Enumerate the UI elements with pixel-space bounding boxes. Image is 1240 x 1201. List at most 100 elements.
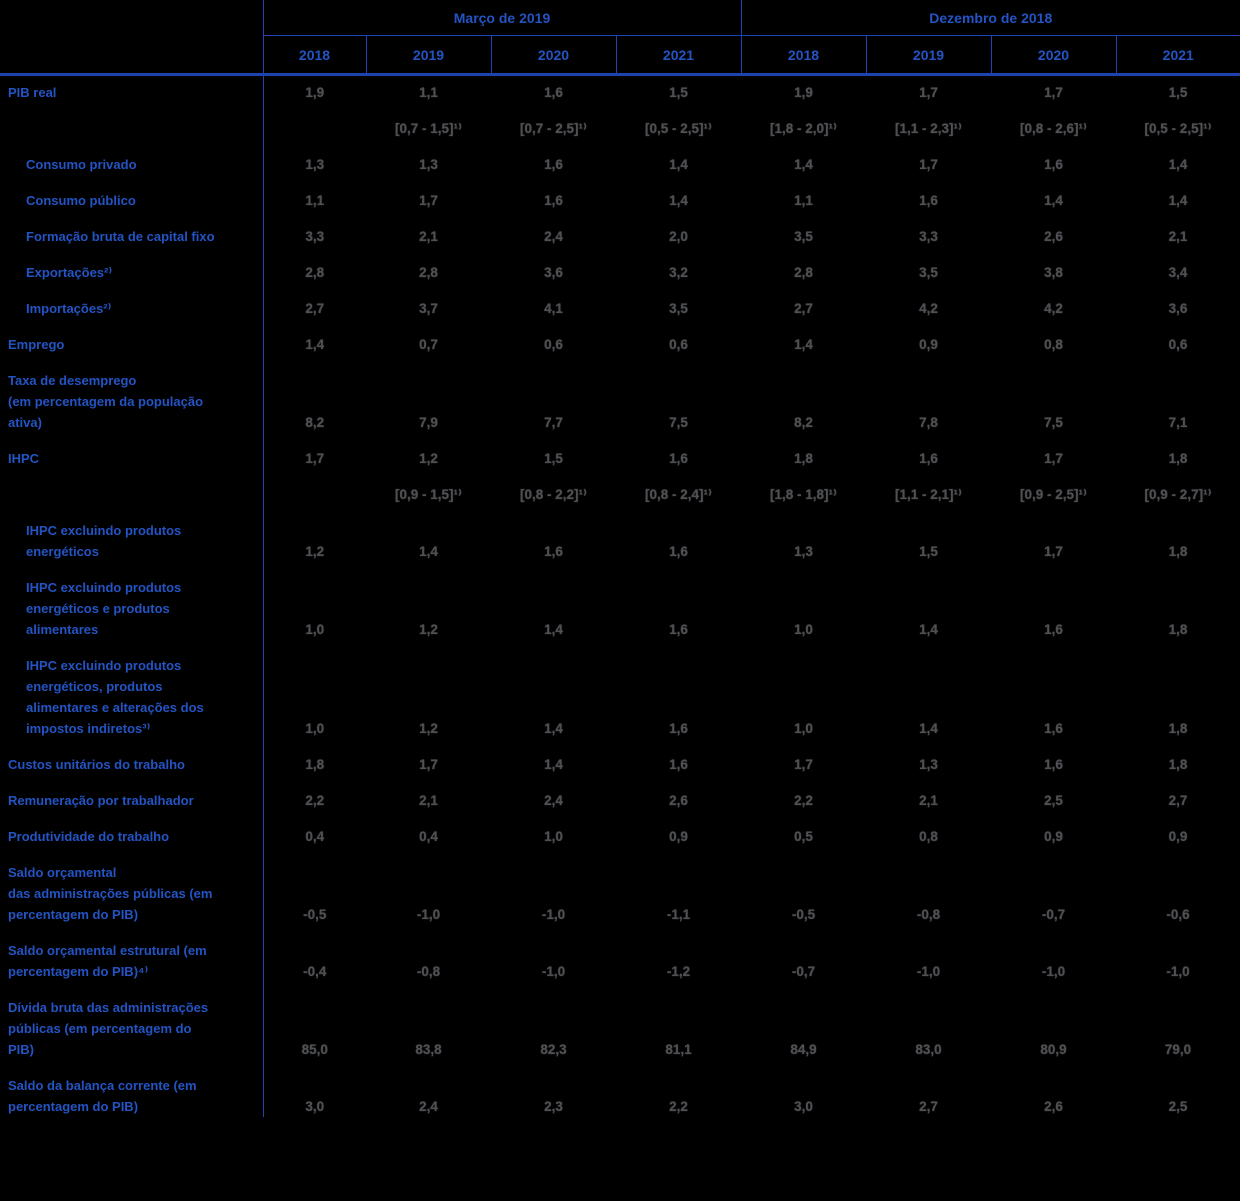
value-cell: 0,9 [1044, 829, 1063, 844]
value-cell: 82,3 [540, 1042, 567, 1057]
table-body: PIB real 1,9 1,1 1,6 1,5 1,9 1,7 1,7 1,5 [0,7 - 1… [0, 74, 1240, 1117]
value-cell: -1,1 [666, 907, 691, 922]
range-cell: [0,8 - 2,2]¹⁾ [520, 487, 587, 502]
value-cell: 1,7 [919, 85, 938, 100]
value-cell: 1,0 [305, 721, 325, 736]
projections-table: Março de 2019 Dezembro de 2018 2018 2019 2… [0, 0, 1240, 1117]
value-cell: -0,7 [791, 964, 816, 979]
value-cell: 0,7 [419, 337, 438, 352]
value-cell: 1,4 [669, 157, 688, 172]
value-cell: 7,7 [544, 415, 563, 430]
value-cell: 1,5 [544, 451, 563, 466]
value-cell: 4,2 [1044, 301, 1063, 316]
value-cell: 1,3 [919, 757, 938, 772]
table-row: Dívida bruta das administrações públicas… [0, 982, 1240, 1060]
table-row: Consumo privado 1,3 1,3 1,6 1,4 1,4 1,7 1,6 1,4 [0, 139, 1240, 175]
value-cell: 2,4 [544, 793, 563, 808]
value-cell: 3,6 [544, 265, 563, 280]
value-cell: 1,6 [669, 451, 688, 466]
value-cell: 1,6 [544, 85, 563, 100]
row-label: Formação bruta de capital fixo [0, 211, 264, 247]
value-cell: 2,2 [794, 793, 813, 808]
row-label: Saldo orçamental das administrações públ… [0, 847, 264, 925]
value-cell: -1,0 [1041, 964, 1066, 979]
value-cell: 1,7 [419, 193, 438, 208]
value-cell: 3,5 [669, 301, 688, 316]
row-label: Saldo orçamental estrutural (em percenta… [0, 925, 264, 982]
value-cell: 1,8 [1168, 451, 1188, 466]
value-cell: 2,4 [419, 1099, 438, 1114]
column-group-marco-2019: Março de 2019 [263, 0, 742, 36]
value-cell: 1,4 [305, 337, 325, 352]
value-cell: -1,0 [916, 964, 941, 979]
value-cell: 8,2 [305, 415, 325, 430]
table-row: Saldo orçamental das administrações públ… [0, 847, 1240, 925]
value-cell: 1,6 [669, 721, 688, 736]
year-header: 2020 [490, 35, 616, 76]
table-row: IHPC 1,7 1,2 1,5 1,6 1,8 1,6 1,7 1,8 [0, 433, 1240, 469]
value-cell: 0,8 [1044, 337, 1063, 352]
value-cell: 3,4 [1168, 265, 1188, 280]
value-cell: 1,6 [1044, 157, 1063, 172]
value-cell: 1,5 [919, 544, 938, 559]
row-label: IHPC excluindo produtos energéticos, pro… [0, 640, 264, 739]
value-cell: -0,6 [1166, 907, 1190, 922]
value-cell: 2,1 [419, 793, 438, 808]
value-cell: 1,3 [794, 544, 813, 559]
range-cell: [0,5 - 2,5]¹⁾ [1144, 121, 1212, 136]
value-cell: 2,8 [305, 265, 325, 280]
value-cell: 2,8 [419, 265, 438, 280]
value-cell: 1,2 [419, 622, 438, 637]
range-cell: [0,9 - 2,7]¹⁾ [1144, 487, 1212, 502]
value-cell: 2,6 [1044, 1099, 1063, 1114]
value-cell: 1,6 [544, 193, 563, 208]
value-cell: 7,8 [919, 415, 938, 430]
value-cell: 7,1 [1168, 415, 1188, 430]
table-row: Saldo orçamental estrutural (em percenta… [0, 925, 1240, 982]
value-cell: 1,4 [669, 193, 688, 208]
row-label: Produtividade do trabalho [0, 811, 264, 847]
table-row: Produtividade do trabalho 0,4 0,4 1,0 0,9 0,5… [0, 811, 1240, 847]
range-cell: [0,5 - 2,5]¹⁾ [645, 121, 712, 136]
value-cell: 81,1 [665, 1042, 692, 1057]
value-cell: 2,1 [919, 793, 938, 808]
value-cell: 3,7 [419, 301, 438, 316]
year-header: 2018 [262, 35, 366, 76]
value-cell: 0,6 [544, 337, 563, 352]
value-cell: 1,3 [419, 157, 438, 172]
value-cell: 1,6 [544, 157, 563, 172]
value-cell: -1,0 [541, 907, 566, 922]
value-cell: 2,7 [305, 301, 325, 316]
value-cell: 1,8 [1168, 622, 1188, 637]
value-cell: 4,1 [544, 301, 563, 316]
value-cell: 2,5 [1044, 793, 1063, 808]
value-cell: -0,7 [1041, 907, 1066, 922]
value-cell: 7,9 [419, 415, 438, 430]
value-cell: 0,8 [919, 829, 938, 844]
row-label: Dívida bruta das administrações públicas… [0, 982, 264, 1060]
value-cell: 83,8 [415, 1042, 442, 1057]
value-cell: 1,5 [1168, 85, 1188, 100]
value-cell: 3,6 [1168, 301, 1188, 316]
table-row: Emprego 1,4 0,7 0,6 0,6 1,4 0,9 0,8 0,6 [0, 319, 1240, 355]
row-label: Consumo público [0, 175, 264, 211]
row-label: PIB real [0, 74, 264, 103]
value-cell: 3,5 [919, 265, 938, 280]
value-cell: 1,4 [544, 721, 563, 736]
value-cell: 3,2 [669, 265, 688, 280]
row-label-spacer [0, 469, 264, 505]
value-cell: 1,4 [794, 337, 813, 352]
value-cell: 3,5 [794, 229, 813, 244]
range-cell: [0,7 - 1,5]¹⁾ [395, 121, 462, 136]
value-cell: -1,0 [541, 964, 566, 979]
table-row: Remuneração por trabalhador 2,2 2,1 2,4 2,6 2… [0, 775, 1240, 811]
value-cell: 1,9 [305, 85, 325, 100]
table-row: Formação bruta de capital fixo 3,3 2,1 2,4 2… [0, 211, 1240, 247]
year-header: 2019 [865, 35, 991, 76]
value-cell: 7,5 [1044, 415, 1063, 430]
value-cell: 2,4 [544, 229, 563, 244]
value-cell: 80,9 [1040, 1042, 1067, 1057]
row-label: IHPC [0, 433, 264, 469]
table-row: IHPC excluindo produtos energéticos, pro… [0, 640, 1240, 739]
value-cell: 0,9 [919, 337, 938, 352]
